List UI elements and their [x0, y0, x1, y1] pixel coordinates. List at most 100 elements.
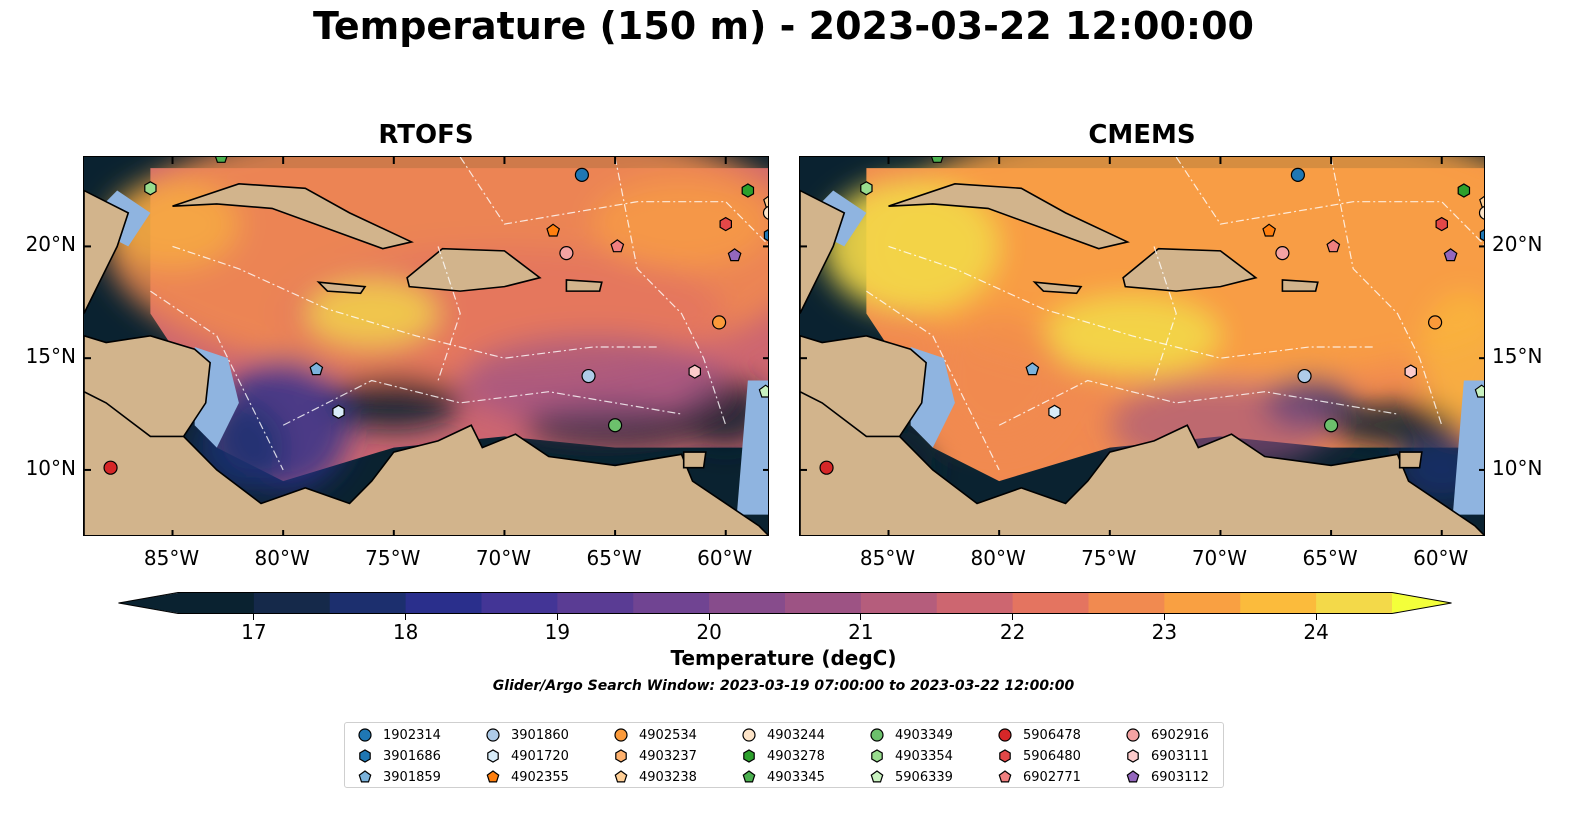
x-tick-label: 65°W — [1302, 546, 1358, 570]
colorbar-tick-label: 23 — [1151, 620, 1178, 644]
colorbar-tick-label: 17 — [241, 620, 267, 644]
legend-marker — [998, 770, 1012, 783]
eez-boundary — [1330, 157, 1443, 426]
landmass — [316, 281, 367, 295]
shallow-shelf — [736, 380, 768, 515]
float-marker-4901720 — [1048, 404, 1061, 419]
eez-boundary — [888, 245, 1376, 359]
legend-marker — [358, 770, 372, 783]
y-tick-label-left: 15°N — [25, 344, 76, 369]
colorbar-segment — [253, 593, 331, 613]
legend-label: 5906339 — [895, 769, 953, 785]
legend-marker-icon — [1127, 749, 1139, 763]
landmass — [84, 390, 768, 535]
legend-marker — [1127, 749, 1139, 763]
legend-item-6902771: 6902771 — [997, 768, 1081, 786]
search-window-note: Glider/Argo Search Window: 2023-03-19 07… — [492, 678, 1075, 694]
landmass — [1032, 281, 1083, 295]
colorbar-segment — [936, 593, 1014, 613]
legend-marker — [743, 749, 755, 763]
float-marker-5906480 — [719, 216, 733, 232]
x-tick-label: 85°W — [143, 546, 200, 570]
legend-label: 4903238 — [639, 769, 697, 785]
eez-boundary — [614, 157, 727, 426]
float-marker-4903244 — [762, 206, 768, 220]
legend-marker — [615, 749, 627, 763]
legend-label: 4903278 — [767, 748, 825, 764]
legend-item-4902534: 4902534 — [613, 726, 697, 744]
legend-marker — [742, 728, 756, 742]
legend-marker-icon — [614, 770, 628, 783]
float-marker-5906478 — [819, 460, 834, 475]
legend-marker — [487, 749, 499, 763]
landmass — [172, 183, 414, 250]
shallow-shelf — [1452, 380, 1484, 515]
colorbar-segment — [481, 593, 558, 613]
legend-marker — [614, 770, 628, 783]
landmass — [84, 334, 211, 438]
float-marker-1902314 — [574, 167, 590, 182]
legend-item-1902314: 1902314 — [357, 726, 441, 744]
landmass — [800, 189, 846, 314]
colorbar-segment — [557, 593, 634, 613]
legend-marker — [742, 770, 756, 783]
colorbar-tick-mark — [556, 614, 558, 620]
legend-item-6903111: 6903111 — [1125, 747, 1209, 765]
legend-item-4902355: 4902355 — [485, 768, 569, 786]
landmass — [800, 334, 927, 438]
float-marker-6902916 — [1275, 246, 1290, 261]
float-marker-3901686 — [1479, 229, 1484, 242]
legend-marker-icon — [358, 770, 372, 783]
temperature-patch — [932, 313, 1066, 448]
legend-label: 1902314 — [383, 727, 441, 743]
y-tick-label-right: 10°N — [1492, 455, 1543, 480]
eez-boundary — [282, 379, 682, 426]
float-marker-4903349 — [607, 418, 623, 433]
legend-item-3901860: 3901860 — [485, 726, 569, 744]
legend-marker-icon — [742, 728, 756, 742]
legend-marker-icon — [487, 749, 499, 763]
map-svg — [800, 157, 1484, 535]
legend-label: 5906478 — [1023, 727, 1081, 743]
legend-marker — [358, 728, 372, 742]
legend-marker — [614, 728, 628, 742]
landmass — [406, 247, 542, 292]
legend-label: 6902916 — [1151, 727, 1209, 743]
colorbar-tick-mark — [1315, 614, 1317, 620]
colorbar-tick-mark — [405, 614, 407, 620]
x-tick-label: 80°W — [970, 546, 1026, 570]
colorbar-svg — [118, 592, 1452, 614]
legend-label: 4902355 — [511, 769, 569, 785]
float-marker-4903278 — [1457, 183, 1471, 198]
legend-item-5906480: 5906480 — [997, 747, 1081, 765]
y-tick-label-left: 10°N — [25, 455, 76, 480]
colorbar-segment — [860, 593, 938, 613]
temperature-patch — [305, 279, 439, 347]
colorbar-tick-label: 19 — [544, 620, 571, 644]
legend-marker — [871, 749, 883, 763]
colorbar-tick-label: 20 — [696, 620, 722, 644]
legend-marker-icon — [358, 728, 372, 742]
panel-title-rtofs: RTOFS — [378, 120, 474, 150]
legend-item-4903244: 4903244 — [741, 726, 825, 744]
legend-marker-icon — [615, 749, 627, 763]
colorbar-segment — [1012, 593, 1090, 613]
colorbar-extend-high — [1392, 593, 1452, 613]
map-svg — [84, 157, 768, 535]
float-marker-4903238 — [763, 195, 768, 208]
legend-marker — [870, 770, 884, 783]
legend-marker-icon — [1126, 770, 1140, 783]
legend-item-5906339: 5906339 — [869, 768, 953, 786]
legend-label: 4901720 — [511, 748, 569, 764]
eez-boundary — [437, 246, 461, 381]
float-marker-4903345 — [215, 157, 228, 163]
legend-label: 6902771 — [1023, 769, 1081, 785]
y-tick-label-right: 15°N — [1492, 344, 1543, 369]
legend-item-6903112: 6903112 — [1125, 768, 1209, 786]
colorbar-tick-mark — [860, 614, 862, 620]
legend-label: 4903345 — [767, 769, 825, 785]
legend-label: 3901859 — [383, 769, 441, 785]
legend-label: 6903111 — [1151, 748, 1209, 764]
legend-marker-icon — [614, 728, 628, 742]
x-tick-label: 60°W — [1413, 546, 1469, 570]
